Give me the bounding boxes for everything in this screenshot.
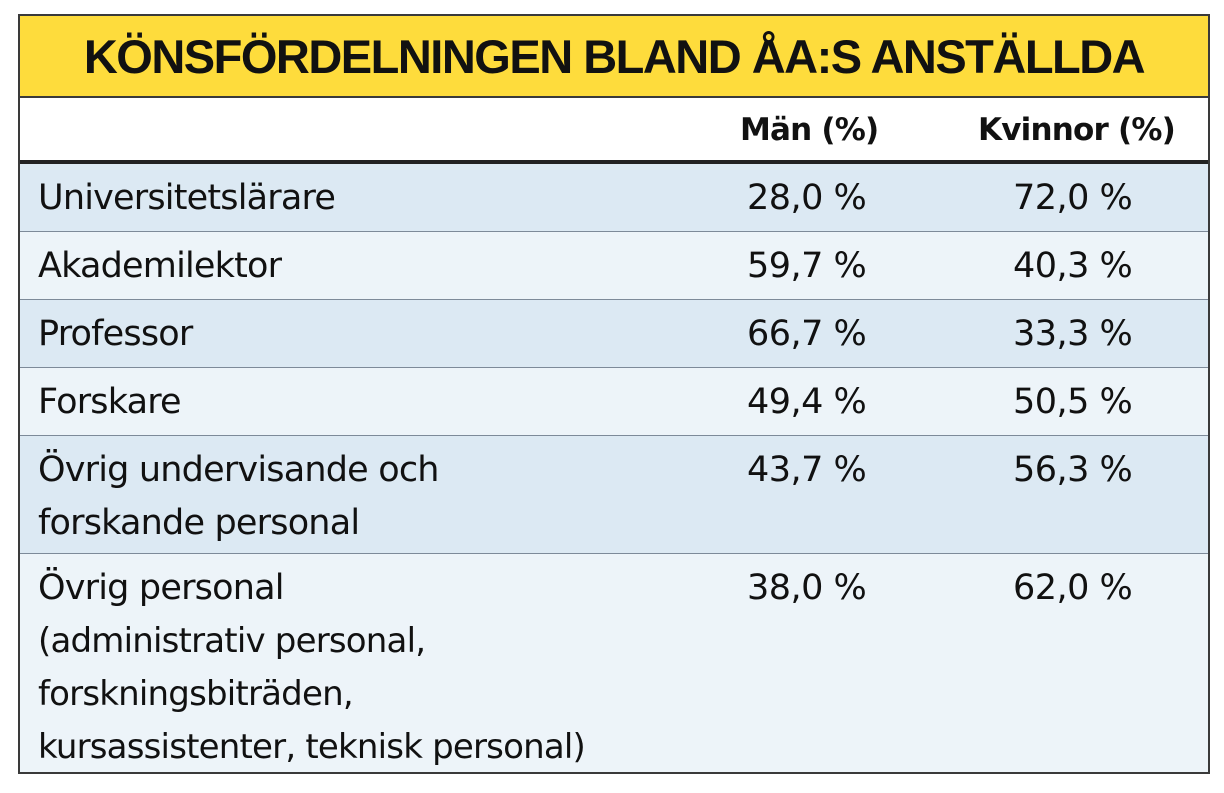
row-label: Universitetslärare xyxy=(38,178,336,218)
table-row-ovrig-personal: Övrig personal (administrativ personal, … xyxy=(20,554,1208,772)
row-label-line-1: Övrig personal xyxy=(38,568,284,608)
value-men: 38,0 % xyxy=(747,568,867,608)
value-women: 56,3 % xyxy=(1013,450,1133,490)
column-header-women: Kvinnor (%) xyxy=(978,112,1176,148)
row-label: Övrig personal (administrativ personal, … xyxy=(38,562,586,774)
value-men: 28,0 % xyxy=(747,178,867,218)
gender-table: KÖNSFÖRDELNINGEN BLAND ÅA:S ANSTÄLLDA Mä… xyxy=(18,14,1210,774)
column-header-men: Män (%) xyxy=(740,112,879,148)
row-label: Akademilektor xyxy=(38,246,282,286)
value-women: 72,0 % xyxy=(1013,178,1133,218)
value-women: 33,3 % xyxy=(1013,314,1133,354)
header-row: Män (%) Kvinnor (%) xyxy=(20,98,1208,164)
row-label-line-3: forskningsbiträden, xyxy=(38,674,354,714)
table-row-forskare: Forskare 49,4 % 50,5 % xyxy=(20,368,1208,436)
row-label: Professor xyxy=(38,314,193,354)
row-label-line-2: (administrativ personal, xyxy=(38,621,426,661)
value-men: 49,4 % xyxy=(747,382,867,422)
table-row-professor: Professor 66,7 % 33,3 % xyxy=(20,300,1208,368)
value-men: 43,7 % xyxy=(747,450,867,490)
value-men: 66,7 % xyxy=(747,314,867,354)
row-label-line-2: forskande personal xyxy=(38,503,360,543)
row-label-line-4: kursassistenter, teknisk personal) xyxy=(38,727,586,767)
value-men: 59,7 % xyxy=(747,246,867,286)
row-label-line-1: Övrig undervisande och xyxy=(38,450,439,490)
row-label: Forskare xyxy=(38,382,182,422)
table-title: KÖNSFÖRDELNINGEN BLAND ÅA:S ANSTÄLLDA xyxy=(83,29,1146,83)
table-row-ovrig-undervisande: Övrig undervisande och forskande persona… xyxy=(20,436,1208,554)
table-row-akademilektor: Akademilektor 59,7 % 40,3 % xyxy=(20,232,1208,300)
value-women: 62,0 % xyxy=(1013,568,1133,608)
title-bar: KÖNSFÖRDELNINGEN BLAND ÅA:S ANSTÄLLDA xyxy=(20,16,1208,98)
table-row-universitetslarare: Universitetslärare 28,0 % 72,0 % xyxy=(20,164,1208,232)
row-label: Övrig undervisande och forskande persona… xyxy=(38,444,439,550)
value-women: 50,5 % xyxy=(1013,382,1133,422)
value-women: 40,3 % xyxy=(1013,246,1133,286)
